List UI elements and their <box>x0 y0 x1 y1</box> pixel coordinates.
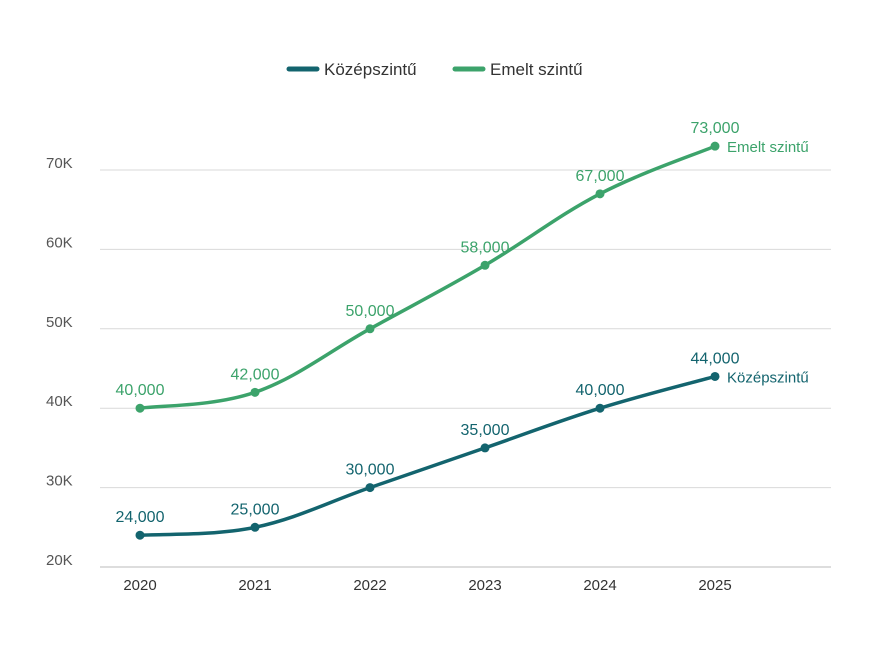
x-tick-label: 2023 <box>468 577 501 594</box>
x-tick-label: 2025 <box>698 577 731 594</box>
legend: Középszintű Emelt szintű <box>286 60 583 79</box>
legend-label: Középszintű <box>324 60 417 79</box>
series-1: 40,000 42,000 50,000 58,000 67,000 73,000 Emel… <box>116 120 809 413</box>
data-point <box>595 189 605 199</box>
y-tick-label: 60K <box>46 234 73 251</box>
series-layer: 24,000 25,000 30,000 35,000 40,000 44,000 Közé… <box>116 120 809 540</box>
series-end-label: Emelt szintű <box>727 139 809 156</box>
data-point <box>480 443 490 453</box>
y-tick-label: 50K <box>46 314 73 331</box>
y-tick-label: 40K <box>46 393 73 410</box>
data-point <box>365 324 375 334</box>
x-tick-label: 2021 <box>238 577 271 594</box>
data-label: 25,000 <box>231 501 280 518</box>
data-point <box>595 403 605 413</box>
data-label: 67,000 <box>576 168 625 185</box>
legend-label: Emelt szintű <box>490 60 583 79</box>
x-tick-label: 2020 <box>123 577 156 594</box>
data-point <box>250 387 260 397</box>
data-point <box>710 141 720 151</box>
data-point <box>480 260 490 270</box>
x-tick-label: 2024 <box>583 577 616 594</box>
data-label: 40,000 <box>116 382 165 399</box>
y-tick-label: 20K <box>46 552 73 569</box>
series-end-label: Középszintű <box>727 369 809 386</box>
data-label: 50,000 <box>346 303 395 320</box>
data-point <box>135 530 145 540</box>
data-label: 42,000 <box>231 366 280 383</box>
data-point <box>365 483 375 493</box>
data-point <box>135 403 145 413</box>
y-tick-label: 70K <box>46 155 73 172</box>
y-tick-label: 30K <box>46 473 73 490</box>
x-tick-label: 2022 <box>353 577 386 594</box>
series-0: 24,000 25,000 30,000 35,000 40,000 44,000 Közé… <box>116 350 809 540</box>
data-label: 58,000 <box>461 239 510 256</box>
data-label: 24,000 <box>116 509 165 526</box>
data-label: 40,000 <box>576 382 625 399</box>
data-point <box>250 522 260 532</box>
data-label: 30,000 <box>346 462 395 479</box>
grid-layer <box>100 169 831 568</box>
data-point <box>710 371 720 381</box>
legend-item-0: Középszintű <box>286 60 417 79</box>
data-label: 35,000 <box>461 422 510 439</box>
axis-layer: 20K 30K 40K 50K 60K 70K 2020 2021 2022 2023 2024 20… <box>46 155 732 594</box>
legend-item-1: Emelt szintű <box>452 60 583 79</box>
data-label: 44,000 <box>691 350 740 367</box>
series-line <box>138 374 717 537</box>
series-line <box>138 144 717 410</box>
data-label: 73,000 <box>691 120 740 137</box>
